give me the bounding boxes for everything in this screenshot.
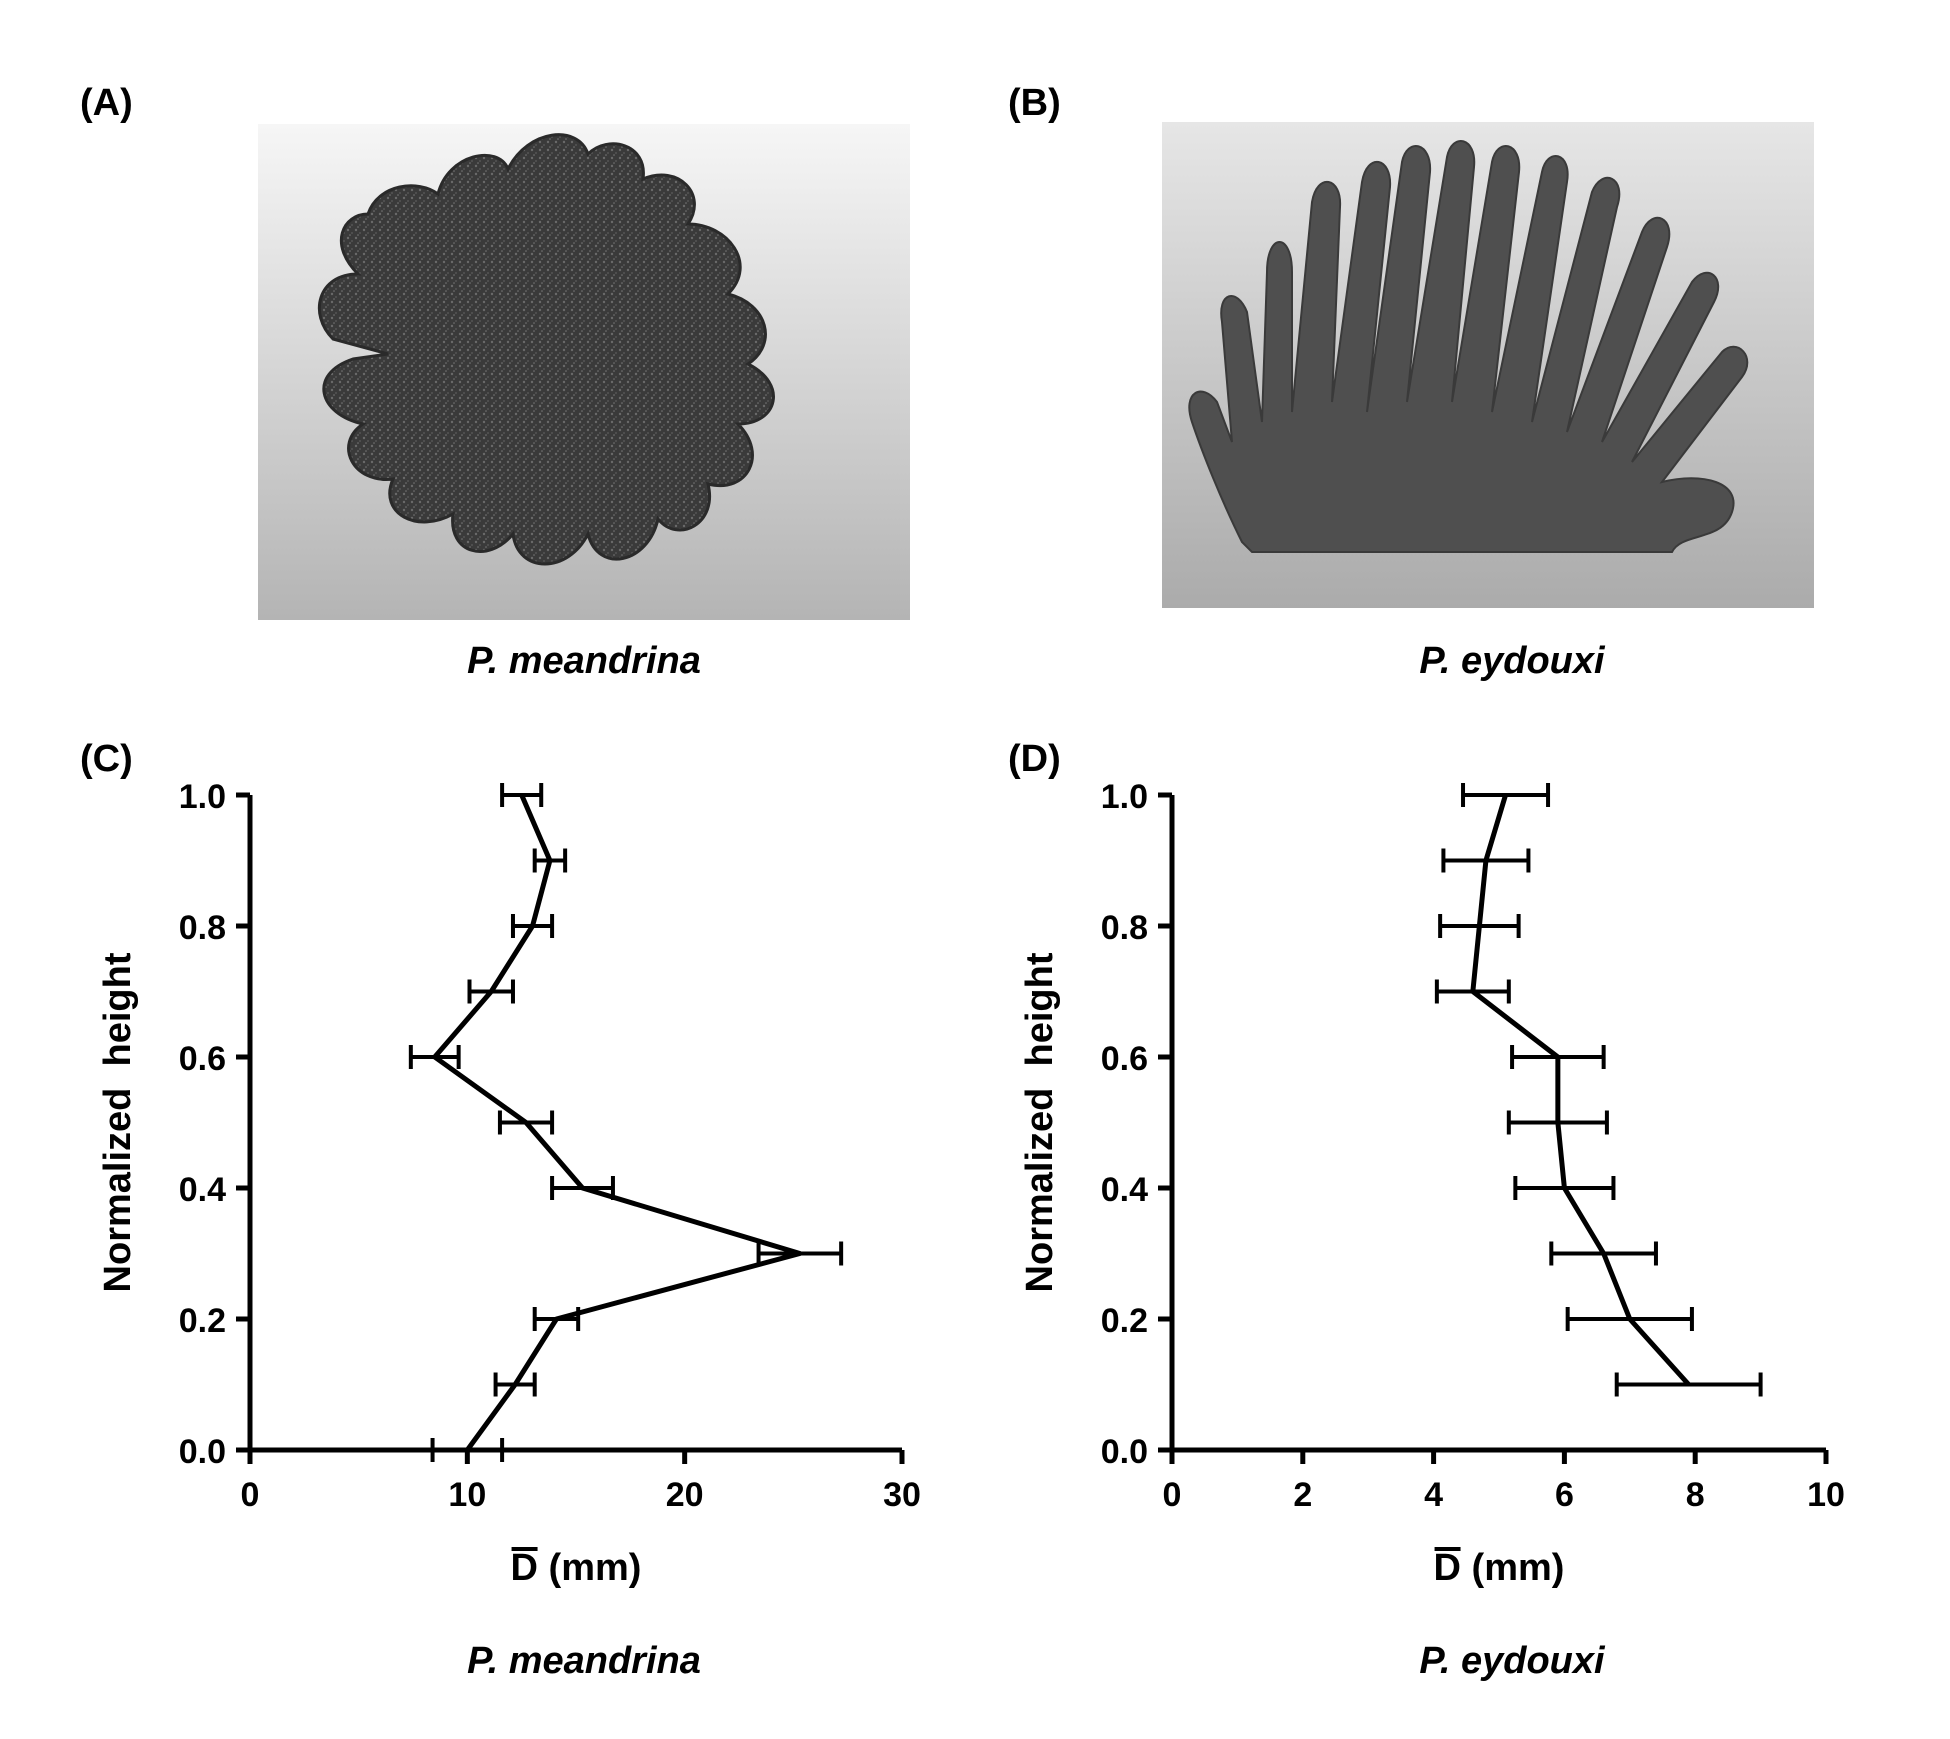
caption-a: P. meandrina — [467, 640, 701, 682]
data-point — [1687, 1383, 1690, 1386]
data-point — [555, 1318, 558, 1320]
y-tick-label: 1.0 — [179, 778, 226, 816]
y-tick-label: 0.4 — [179, 1171, 226, 1209]
data-point — [490, 990, 493, 993]
error-bar — [532, 848, 568, 873]
error-bar — [408, 1045, 461, 1069]
panel-label-b: (B) — [1008, 82, 1061, 124]
data-point — [520, 794, 523, 796]
y-tick-label: 0.6 — [179, 1040, 226, 1078]
y-tick-label: 0.2 — [1101, 1302, 1148, 1340]
data-point — [1484, 859, 1487, 862]
error-bar — [430, 1438, 505, 1462]
x-tick-label: 0 — [241, 1476, 260, 1514]
data-point — [1602, 1252, 1605, 1255]
panel-label-a: (A) — [80, 82, 133, 124]
error-bar — [467, 979, 515, 1004]
error-bar — [1441, 848, 1531, 873]
x-axis-label: D (mm) — [511, 1547, 642, 1589]
x-tick-label: 10 — [448, 1476, 486, 1514]
data-point — [514, 1383, 517, 1386]
coral-colony-eydouxi — [1188, 140, 1749, 553]
error-bar — [1513, 1176, 1616, 1200]
caption-c: P. meandrina — [467, 1640, 701, 1682]
error-bar — [532, 1307, 581, 1331]
y-axis-label: Normalized height — [1019, 952, 1061, 1292]
error-bar — [1506, 1110, 1609, 1135]
data-point — [1478, 925, 1481, 927]
data-point — [581, 1187, 584, 1189]
error-bar — [493, 1372, 537, 1397]
caption-d: P. eydouxi — [1419, 1640, 1605, 1682]
coral-colony-meandrina — [317, 133, 775, 566]
data-point — [525, 1121, 528, 1124]
error-bar — [500, 783, 544, 807]
error-bar — [1434, 979, 1511, 1004]
y-tick-label: 0.8 — [1101, 909, 1148, 947]
error-bar — [497, 1110, 555, 1135]
y-tick-label: 0.0 — [1101, 1433, 1148, 1471]
data-point — [531, 925, 534, 927]
x-tick-label: 10 — [1807, 1476, 1845, 1514]
data-point — [433, 1056, 436, 1058]
y-tick-label: 0.8 — [179, 909, 226, 947]
x-tick-label: 20 — [666, 1476, 704, 1514]
data-point — [1628, 1318, 1631, 1320]
data-point — [1556, 1121, 1559, 1124]
y-tick-label: 0.4 — [1101, 1171, 1148, 1209]
panel-label-c: (C) — [80, 738, 133, 780]
x-tick-label: 4 — [1424, 1476, 1443, 1514]
series-line — [432, 794, 803, 1452]
panel-label-d: (D) — [1008, 738, 1061, 780]
error-bar — [1614, 1372, 1763, 1397]
chart-c: 0.0 0.2 0.4 0.6 0.8 1.0 0 10 20 30 Normalized heig… — [97, 778, 921, 1589]
y-axis-label: Normalized height — [97, 952, 139, 1292]
x-axis-label: D (mm) — [1434, 1547, 1565, 1589]
y-tick-label: 0.6 — [1101, 1040, 1148, 1078]
data-point — [1504, 794, 1507, 796]
data-point — [798, 1252, 801, 1255]
data-point — [548, 859, 551, 862]
data-point — [1556, 1056, 1559, 1058]
coral-photo-eydouxi — [1162, 122, 1814, 608]
error-bar — [1461, 783, 1551, 807]
error-bar — [1510, 1045, 1606, 1069]
error-bar — [550, 1176, 615, 1200]
error-bar — [1565, 1307, 1694, 1331]
y-tick-label: 1.0 — [1101, 778, 1148, 816]
x-tick-label: 6 — [1555, 1476, 1574, 1514]
error-bar — [1438, 914, 1521, 938]
error-bar — [756, 1241, 844, 1266]
data-point — [466, 1449, 469, 1451]
data-point — [1471, 990, 1474, 993]
x-tick-label: 2 — [1293, 1476, 1312, 1514]
error-bar — [510, 914, 555, 938]
x-tick-label: 30 — [883, 1476, 921, 1514]
data-point — [1563, 1187, 1566, 1189]
series-line — [1470, 794, 1691, 1387]
error-bar — [1549, 1241, 1658, 1266]
x-tick-label: 8 — [1686, 1476, 1705, 1514]
y-tick-label: 0.0 — [179, 1433, 226, 1471]
coral-photo-meandrina — [258, 124, 910, 620]
x-tick-label: 0 — [1163, 1476, 1182, 1514]
chart-d: 0.0 0.2 0.4 0.6 0.8 1.0 0 2 4 6 8 10 Normalized heig… — [1019, 778, 1845, 1589]
y-tick-label: 0.2 — [179, 1302, 226, 1340]
caption-b: P. eydouxi — [1419, 640, 1605, 682]
